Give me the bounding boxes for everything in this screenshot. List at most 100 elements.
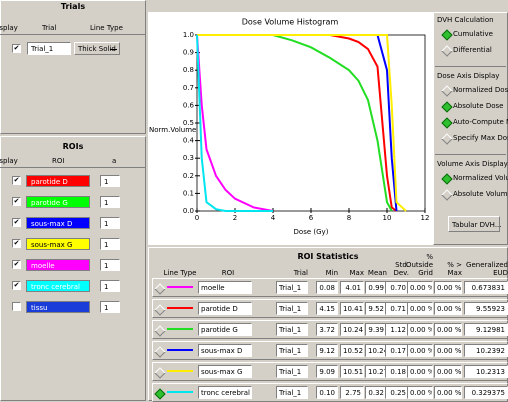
checkbox[interactable]: ✔ — [12, 176, 21, 185]
x-tick-label: 12 — [421, 214, 430, 222]
stats-cell: 10.52 — [340, 344, 364, 357]
stats-cell: 0.00 % — [407, 302, 433, 315]
stats-cell: sous-max D — [198, 344, 252, 357]
stats-cell: 0.00 % — [434, 302, 462, 315]
stats-cell: 1.12 — [385, 323, 409, 336]
stats-cell: 0.329375 — [464, 386, 508, 399]
stats-cell: 0.00 % — [434, 386, 462, 399]
stats-cell: 9.12981 — [464, 323, 508, 336]
trials-panel — [0, 0, 146, 134]
stats-cell: sous-max G — [198, 365, 252, 378]
roi-name: parotide G — [26, 196, 90, 208]
dvh-curve — [197, 35, 397, 211]
y-tick-label: 0.0 — [183, 207, 194, 215]
group-title: Volume Axis Display — [437, 160, 508, 168]
group-title: Dose Axis Display — [437, 72, 499, 80]
roi-value[interactable]: 1 — [100, 175, 120, 187]
option-label[interactable]: Cumulative — [453, 30, 493, 38]
roi-value[interactable]: 1 — [100, 301, 120, 313]
checkbox[interactable]: ✔ — [12, 197, 21, 206]
column-header: ROI — [203, 259, 253, 277]
line-sample — [167, 307, 193, 309]
stats-cell: parotide D — [198, 302, 252, 315]
tabular-button[interactable]: Tabular DVH... — [448, 216, 500, 232]
stats-cell: Trial_1 — [276, 281, 308, 294]
y-tick-label: 0.9 — [183, 49, 194, 57]
stats-cell: moelle — [198, 281, 252, 294]
option-label[interactable]: Normalized Volume — [453, 174, 508, 182]
checkbox[interactable]: ✔ — [12, 44, 21, 53]
option-label[interactable]: Absolute Dose — [453, 102, 503, 110]
y-tick-label: 0.6 — [183, 101, 195, 109]
roi-value[interactable]: 1 — [100, 259, 120, 271]
stats-cell: tronc cerebral — [198, 386, 252, 399]
rois-title: ROIs — [0, 142, 146, 151]
checkbox[interactable]: ✔ — [12, 281, 21, 290]
option-label[interactable]: Auto-Compute Max — [453, 118, 508, 126]
stats-cell: 0.00 % — [407, 365, 433, 378]
checkbox[interactable]: ✔ — [12, 218, 21, 227]
option-label[interactable]: Differential — [453, 46, 492, 54]
stats-cell: 0.00 % — [407, 386, 433, 399]
option-label[interactable]: Specify Max Dose — [453, 134, 508, 142]
stats-cell: 0.00 % — [407, 344, 433, 357]
x-tick-label: 2 — [233, 214, 237, 222]
app: TrialsDisplayTrialLine Type✔Trial_1Thick… — [0, 0, 508, 401]
roi-name: moelle — [26, 259, 90, 271]
stats-cell: 0.00 % — [434, 281, 462, 294]
checkbox[interactable] — [12, 302, 21, 311]
option-label[interactable]: Absolute Volume — [453, 190, 508, 198]
stats-cell: 10.24 — [340, 323, 364, 336]
stats-cell: Trial_1 — [276, 323, 308, 336]
stats-cell: 0.10 — [316, 386, 338, 399]
stats-cell: 10.27 — [365, 365, 387, 378]
y-tick-label: 0.3 — [183, 154, 194, 162]
roi-name: sous-max G — [26, 238, 90, 250]
x-tick-label: 6 — [309, 214, 314, 222]
stats-cell: 0.08 — [316, 281, 338, 294]
stats-cell: 10.41 — [340, 302, 364, 315]
column-header: Trial — [278, 259, 308, 277]
roi-value[interactable]: 1 — [100, 238, 120, 250]
column-header: ROI — [52, 157, 64, 165]
column-header: % > Max — [436, 259, 462, 277]
column-header: % Outside Grid — [409, 259, 433, 277]
option-label[interactable]: Normalized Dose — [453, 86, 508, 94]
roi-value[interactable]: 1 — [100, 217, 120, 229]
chart-title: Dose Volume Histogram — [242, 18, 339, 27]
column-header: Line Type — [163, 259, 197, 277]
column-header: Max — [342, 259, 364, 277]
y-tick-label: 0.1 — [183, 189, 194, 197]
column-header: Generalized EUD — [466, 259, 508, 277]
column-header: Trial — [42, 24, 56, 32]
stats-cell: 10.2392 — [464, 344, 508, 357]
y-tick-label: 0.2 — [183, 172, 194, 180]
stats-cell: 0.00 % — [434, 323, 462, 336]
y-axis-label: Norm.Volume — [149, 126, 196, 134]
stats-cell: 0.32 — [365, 386, 387, 399]
column-header: Display — [0, 24, 18, 32]
line-sample — [167, 328, 193, 330]
stats-cell: Trial_1 — [276, 302, 308, 315]
column-header: Line Type — [90, 24, 123, 32]
checkbox[interactable]: ✔ — [12, 260, 21, 269]
checkbox[interactable]: ✔ — [12, 239, 21, 248]
roi-value[interactable]: 1 — [100, 196, 120, 208]
stats-cell: 0.00 % — [407, 281, 433, 294]
stats-cell: 0.71 — [385, 302, 409, 315]
column-header: a — [112, 157, 116, 165]
dropdown-arrow — [110, 47, 117, 50]
separator — [435, 154, 506, 155]
stats-cell: 0.673831 — [464, 281, 508, 294]
roi-value[interactable]: 1 — [100, 280, 120, 292]
stats-cell: 2.75 — [340, 386, 364, 399]
dvh-chart: Dose Volume HistogramDose (Gy)Norm.Volum… — [148, 12, 433, 245]
stats-cell: 0.70 — [385, 281, 409, 294]
stats-cell: 9.12 — [316, 344, 338, 357]
line-sample — [167, 286, 193, 288]
stats-cell: 9.09 — [316, 365, 338, 378]
line-type-dropdown[interactable]: Thick Solid — [74, 42, 120, 55]
stats-cell: 10.24 — [365, 344, 387, 357]
group-title: DVH Calculation — [437, 16, 494, 24]
y-tick-label: 0.5 — [183, 119, 194, 127]
